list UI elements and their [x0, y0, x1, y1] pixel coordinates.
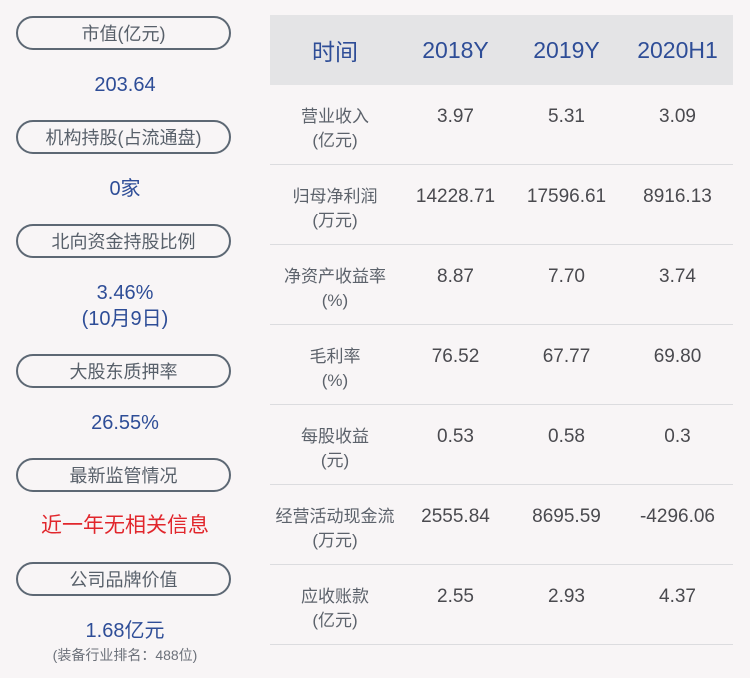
cell: 8695.59 [532, 506, 601, 527]
cell: 5.31 [548, 106, 585, 127]
cell: 4.37 [659, 586, 696, 607]
header-2018y: 2018Y [422, 36, 489, 63]
cell: 0.3 [664, 426, 691, 447]
metric-unit: (%) [321, 291, 349, 310]
cell: 2555.84 [421, 506, 490, 527]
value-market-cap: 203.64 [94, 74, 156, 96]
label-institutional-holding: 机构持股(占流通盘) [16, 120, 231, 154]
row-label: 每股收益 (元) [270, 405, 400, 473]
header-2020h1: 2020H1 [637, 36, 718, 63]
cell: 3.97 [437, 106, 474, 127]
metric-unit: (万元) [312, 531, 358, 550]
row-label: 应收账款 (亿元) [270, 565, 400, 633]
table-row: 净资产收益率 (%) 8.87 7.70 3.74 [270, 245, 733, 325]
cell: 8.87 [437, 266, 474, 287]
cell: 14228.71 [415, 186, 496, 207]
cell: 3.74 [659, 266, 696, 287]
table-row: 归母净利润 (万元) 14228.71 17596.61 8916.13 [270, 165, 733, 245]
metric-name: 毛利率 [309, 347, 361, 366]
cell: 3.09 [659, 106, 696, 127]
metric-unit: (%) [321, 371, 349, 390]
row-label: 营业收入 (亿元) [270, 85, 400, 153]
metric-name: 应收账款 [301, 587, 369, 606]
brand-value-rank-note: (装备行业排名：488位) [52, 647, 198, 663]
header-2019y: 2019Y [533, 36, 600, 63]
table-header: 时间 2018Y 2019Y 2020H1 [270, 15, 733, 85]
label-market-cap: 市值(亿元) [16, 16, 231, 50]
label-regulatory-status: 最新监管情况 [16, 458, 231, 492]
label-brand-value: 公司品牌价值 [16, 562, 231, 596]
metric-unit: (万元) [312, 211, 358, 230]
table-row: 应收账款 (亿元) 2.55 2.93 4.37 [270, 565, 733, 645]
row-label: 毛利率 (%) [270, 325, 400, 393]
label-pledge-ratio: 大股东质押率 [16, 354, 231, 388]
cell: 17596.61 [526, 186, 607, 207]
row-label: 归母净利润 (万元) [270, 165, 400, 233]
value-regulatory-status: 近一年无相关信息 [41, 514, 209, 537]
metric-unit: (元) [320, 451, 350, 470]
cell: 0.58 [548, 426, 585, 447]
metric-unit: (亿元) [312, 131, 358, 150]
cell: -4296.06 [639, 506, 715, 527]
metric-name: 经营活动现金流 [275, 507, 395, 526]
metric-name: 每股收益 [301, 427, 369, 446]
metric-name: 净资产收益率 [284, 267, 386, 286]
metric-name: 归母净利润 [292, 187, 378, 206]
value-northbound-date: (10月9日) [81, 308, 169, 330]
value-institutional-holding: 0家 [109, 178, 141, 200]
metric-name: 营业收入 [301, 107, 369, 126]
value-brand-value: 1.68亿元 [85, 620, 165, 642]
financial-table: 时间 2018Y 2019Y 2020H1 营业收入 (亿元) 3.97 5.31… [270, 15, 733, 645]
value-northbound-ratio: 3.46% [96, 282, 154, 304]
cell: 8916.13 [643, 186, 712, 207]
cell: 76.52 [431, 346, 480, 367]
table-row: 经营活动现金流 (万元) 2555.84 8695.59 -4296.06 [270, 485, 733, 565]
cell: 67.77 [542, 346, 591, 367]
cell: 2.93 [548, 586, 585, 607]
metric-unit: (亿元) [312, 611, 358, 630]
header-time: 时间 [312, 39, 358, 65]
value-pledge-ratio: 26.55% [91, 412, 159, 434]
cell: 0.53 [437, 426, 474, 447]
cell: 69.80 [653, 346, 702, 367]
table-row: 毛利率 (%) 76.52 67.77 69.80 [270, 325, 733, 405]
table-row: 营业收入 (亿元) 3.97 5.31 3.09 [270, 85, 733, 165]
row-label: 净资产收益率 (%) [270, 245, 400, 313]
cell: 7.70 [548, 266, 585, 287]
label-northbound-ratio: 北向资金持股比例 [16, 224, 231, 258]
row-label: 经营活动现金流 (万元) [270, 485, 400, 553]
cell: 2.55 [437, 586, 474, 607]
table-row: 每股收益 (元) 0.53 0.58 0.3 [270, 405, 733, 485]
